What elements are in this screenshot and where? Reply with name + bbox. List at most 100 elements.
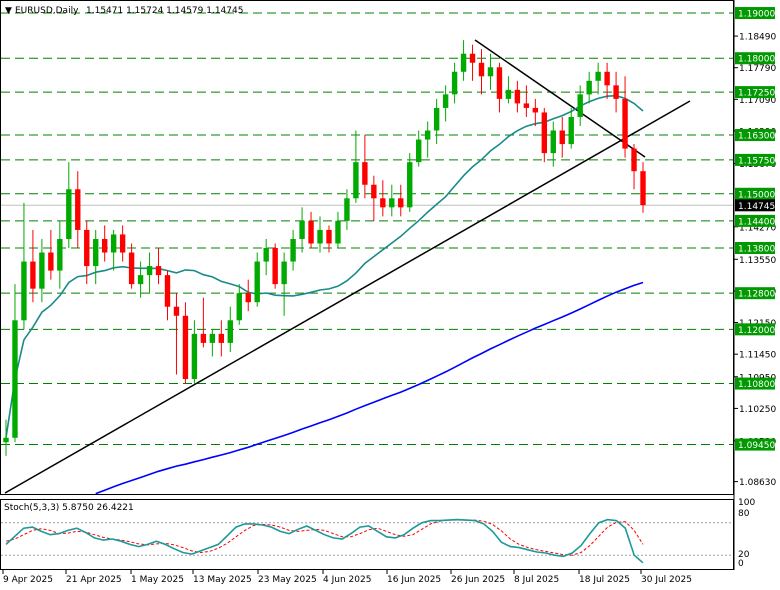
candle-body-57: [514, 89, 521, 104]
candle-body-27: [245, 293, 251, 303]
level-box-8: [735, 287, 775, 300]
level-label-6: 1.14400: [738, 217, 775, 227]
level-label-11: 1.09450: [738, 441, 775, 451]
price-tick-label-9: 1.11450: [739, 351, 776, 361]
date-label-8: 8 Jul 2025: [514, 575, 559, 585]
date-label-6: 16 Jun 2025: [387, 575, 441, 585]
candle-body-3: [30, 261, 36, 289]
date-label-4: 23 May 2025: [258, 575, 317, 585]
candle-body-2: [21, 261, 27, 321]
level-box-4: [735, 153, 775, 166]
candle-body-60: [541, 112, 548, 154]
sma-slow-layer: [95, 281, 644, 495]
candle-body-56: [505, 89, 512, 99]
candle-body-69: [622, 98, 628, 149]
date-label-1: 21 Apr 2025: [66, 575, 122, 585]
candle-body-35: [317, 229, 323, 244]
horizontal-levels: [1, 12, 733, 446]
candle-body-37: [335, 220, 341, 244]
level-label-8: 1.12800: [738, 290, 775, 300]
candle-body-51: [460, 53, 467, 72]
level-box-2: [735, 86, 775, 99]
level-label-2: 1.17250: [738, 89, 775, 99]
candle-body-18: [164, 275, 171, 307]
current-price-label: 1.14745: [738, 202, 775, 212]
candle-body-21: [191, 333, 198, 380]
candle-body-26: [236, 293, 242, 321]
level-label-3: 1.16300: [738, 132, 775, 142]
candle-body-64: [577, 94, 583, 117]
candle-body-45: [407, 162, 413, 208]
level-box-0: [735, 7, 775, 20]
candle-body-13: [119, 234, 126, 253]
ohlc-values: 1.15471 1.15724 1.14579 1.14745: [86, 6, 243, 16]
candle-body-42: [380, 198, 386, 208]
level-box-7: [735, 242, 775, 254]
candle-body-67: [604, 71, 610, 86]
date-label-9: 18 Jul 2025: [579, 575, 630, 585]
candle-body-58: [523, 103, 530, 108]
date-label-10: 30 Jul 2025: [641, 575, 692, 585]
candle-body-16: [146, 266, 153, 276]
candle-body-46: [416, 139, 422, 163]
date-label-7: 26 Jun 2025: [451, 575, 505, 585]
candle-body-9: [84, 229, 90, 267]
level-labels: 1.19000 1.18000 1.17250 1.16300 1.15750 1.150…: [735, 7, 775, 451]
candle-body-54: [487, 67, 494, 77]
candle-body-52: [469, 53, 476, 63]
candle-body-0: [3, 437, 9, 443]
candle-body-47: [424, 130, 431, 140]
candle-body-29: [263, 248, 269, 262]
candle-body-48: [433, 107, 440, 131]
stoch-scale-label-0: 100: [738, 498, 755, 508]
candle-body-24: [218, 333, 225, 343]
candle-body-62: [559, 130, 565, 145]
candle-body-66: [595, 71, 601, 81]
descending-trendline[interactable]: [474, 39, 646, 158]
candle-body-70: [631, 148, 637, 172]
stochastic-oscillator: [1, 518, 733, 564]
candle-body-10: [93, 238, 99, 267]
candle-body-39: [353, 162, 359, 199]
price-tick-label-5: 1.14270: [739, 223, 776, 233]
candle-body-63: [568, 116, 574, 145]
stoch-main-line: [5, 518, 644, 564]
candle-body-36: [326, 229, 332, 244]
stoch-scale-label-1: 80: [738, 509, 750, 519]
candle-body-8: [75, 189, 81, 230]
candle-body-7: [66, 189, 72, 239]
level-label-9: 1.12000: [738, 326, 775, 336]
candle-body-65: [586, 80, 592, 95]
ascending-trendline[interactable]: [4, 100, 691, 494]
collapse-triangle-icon[interactable]: ▼: [5, 6, 12, 16]
candle-body-49: [442, 94, 449, 108]
price-tick-label-11: 1.10250: [739, 405, 776, 415]
candle-body-34: [308, 220, 314, 244]
sma-fast-line: [5, 94, 644, 438]
candle-body-50: [451, 71, 458, 95]
price-tick-label-2: 1.17090: [739, 96, 776, 106]
level-label-0: 1.19000: [738, 10, 775, 20]
candle-body-6: [57, 238, 63, 271]
chart-header: ▼ EURUSD,Daily 1.15471 1.15724 1.14579 1…: [5, 6, 243, 16]
candle-body-25: [227, 320, 233, 343]
candle-body-1: [12, 320, 18, 438]
level-box-3: [735, 129, 775, 142]
candle-body-19: [173, 306, 180, 316]
sma-fast-layer: [5, 94, 644, 438]
candle-body-32: [290, 238, 296, 262]
candle-body-38: [344, 198, 350, 221]
level-box-1: [735, 52, 775, 65]
candle-body-4: [39, 252, 45, 289]
date-label-5: 4 Jun 2025: [323, 575, 371, 585]
candle-body-55: [496, 67, 503, 99]
price-tick-label-13: 1.08630: [739, 478, 776, 488]
level-label-1: 1.18000: [738, 55, 775, 65]
price-tick-label-6: 1.13550: [739, 256, 776, 266]
candle-body-11: [101, 238, 108, 253]
current-price-box: [735, 199, 775, 212]
candle-body-71: [640, 171, 646, 206]
